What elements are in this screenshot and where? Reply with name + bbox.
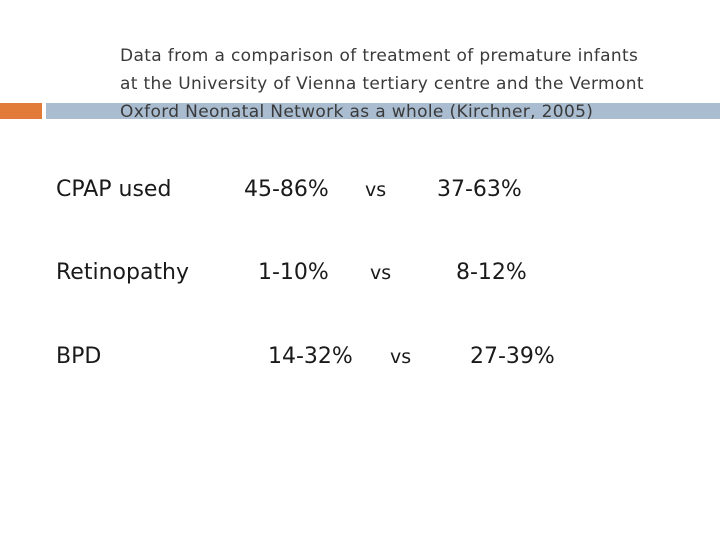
row-value-b: 37-63% bbox=[437, 177, 522, 202]
row-vs: vs bbox=[370, 262, 392, 284]
row-value-b: 8-12% bbox=[456, 260, 527, 285]
row-vs: vs bbox=[390, 346, 412, 368]
row-value-a: 1-10% bbox=[258, 260, 329, 285]
row-value-a: 45-86% bbox=[244, 177, 329, 202]
comparison-row-retinopathy: Retinopathy 1-10% vs 8-12% bbox=[0, 255, 720, 291]
slide-header: Data from a comparison of treatment of p… bbox=[120, 42, 710, 126]
header-line-2: at the University of Vienna tertiary cen… bbox=[120, 74, 644, 94]
comparison-row-cpap: CPAP used 45-86% vs 37-63% bbox=[0, 172, 720, 208]
row-value-a: 14-32% bbox=[268, 344, 353, 369]
header-line-3: Oxford Neonatal Network as a whole (Kirc… bbox=[120, 102, 594, 122]
row-label: Retinopathy bbox=[56, 260, 190, 285]
row-label: BPD bbox=[56, 344, 102, 369]
comparison-row-bpd: BPD 14-32% vs 27-39% bbox=[0, 339, 720, 375]
row-label: CPAP used bbox=[56, 177, 172, 202]
accent-bar-blue bbox=[46, 103, 720, 119]
row-vs: vs bbox=[365, 179, 387, 201]
accent-bar-orange bbox=[0, 103, 42, 119]
row-value-b: 27-39% bbox=[470, 344, 555, 369]
header-line-1: Data from a comparison of treatment of p… bbox=[120, 46, 639, 66]
